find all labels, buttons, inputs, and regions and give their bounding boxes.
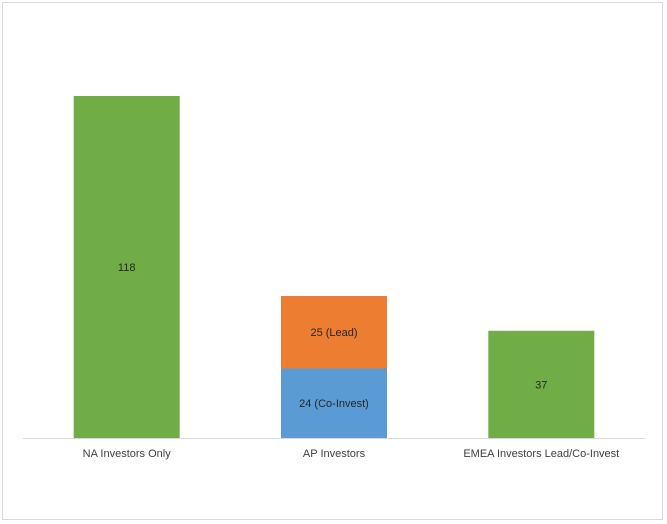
bar-segment: [488, 330, 595, 438]
bar-segment: [281, 296, 387, 369]
data-label: 25 (Lead): [310, 327, 357, 339]
data-label: 118: [118, 262, 136, 274]
x-tick-label: NA Investors Only: [83, 448, 172, 460]
data-label: 37: [535, 379, 547, 391]
bar-segment: [73, 96, 180, 438]
bar-segment: [281, 368, 387, 438]
x-tick-label: AP Investors: [303, 448, 366, 460]
x-tick-label: EMEA Investors Lead/Co-Invest: [463, 448, 619, 460]
data-label: 24 (Co-Invest): [299, 398, 369, 410]
